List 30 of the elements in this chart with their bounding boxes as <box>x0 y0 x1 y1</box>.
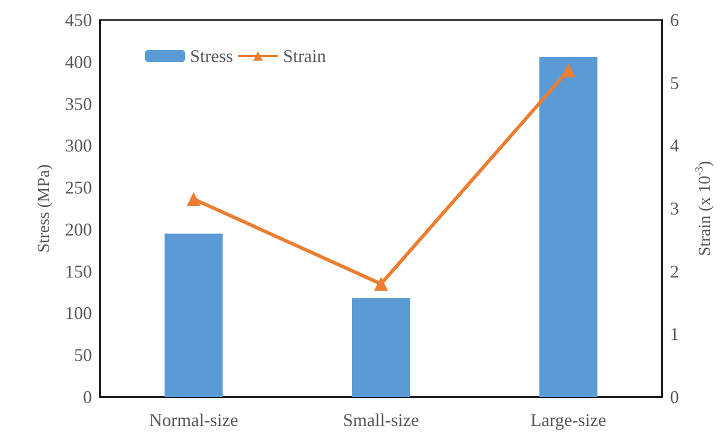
y-tick-label: 50 <box>74 345 92 366</box>
y2-tick-label: 2 <box>670 261 679 282</box>
y-tick-label: 150 <box>65 261 92 282</box>
point <box>374 276 388 291</box>
bar <box>352 298 410 397</box>
point <box>561 63 576 78</box>
y2-tick-label: 0 <box>670 387 679 407</box>
y2-tick-label: 6 <box>670 10 679 30</box>
x-tick-label: Normal-size <box>149 410 238 430</box>
y2-tick-label: 5 <box>670 72 679 93</box>
legend-label: Strain <box>283 46 326 66</box>
y-tick-label: 400 <box>65 52 92 72</box>
point <box>186 192 201 206</box>
bar <box>539 56 598 397</box>
y-tick-label: 200 <box>65 219 92 240</box>
y-tick-label: 250 <box>65 178 92 198</box>
y-tick-label: 450 <box>65 10 92 30</box>
y2-tick-label: 4 <box>670 136 679 156</box>
legend-label: Stress <box>190 46 234 66</box>
x-tick-label: Large-size <box>530 410 606 430</box>
y-tick-label: 300 <box>65 136 92 156</box>
y-tick-label: 100 <box>65 303 92 324</box>
y-tick-label: 350 <box>65 94 92 114</box>
y2-tick-label: 3 <box>670 198 679 218</box>
y2-tick-label: 1 <box>670 324 679 344</box>
bar <box>164 234 223 397</box>
y-axis-title: Stress (MPa) <box>34 164 53 253</box>
y2-axis-title: Strain (x 10-3) <box>694 160 714 256</box>
x-tick-label: Small-size <box>343 410 419 430</box>
y-tick-label: 0 <box>83 387 92 407</box>
